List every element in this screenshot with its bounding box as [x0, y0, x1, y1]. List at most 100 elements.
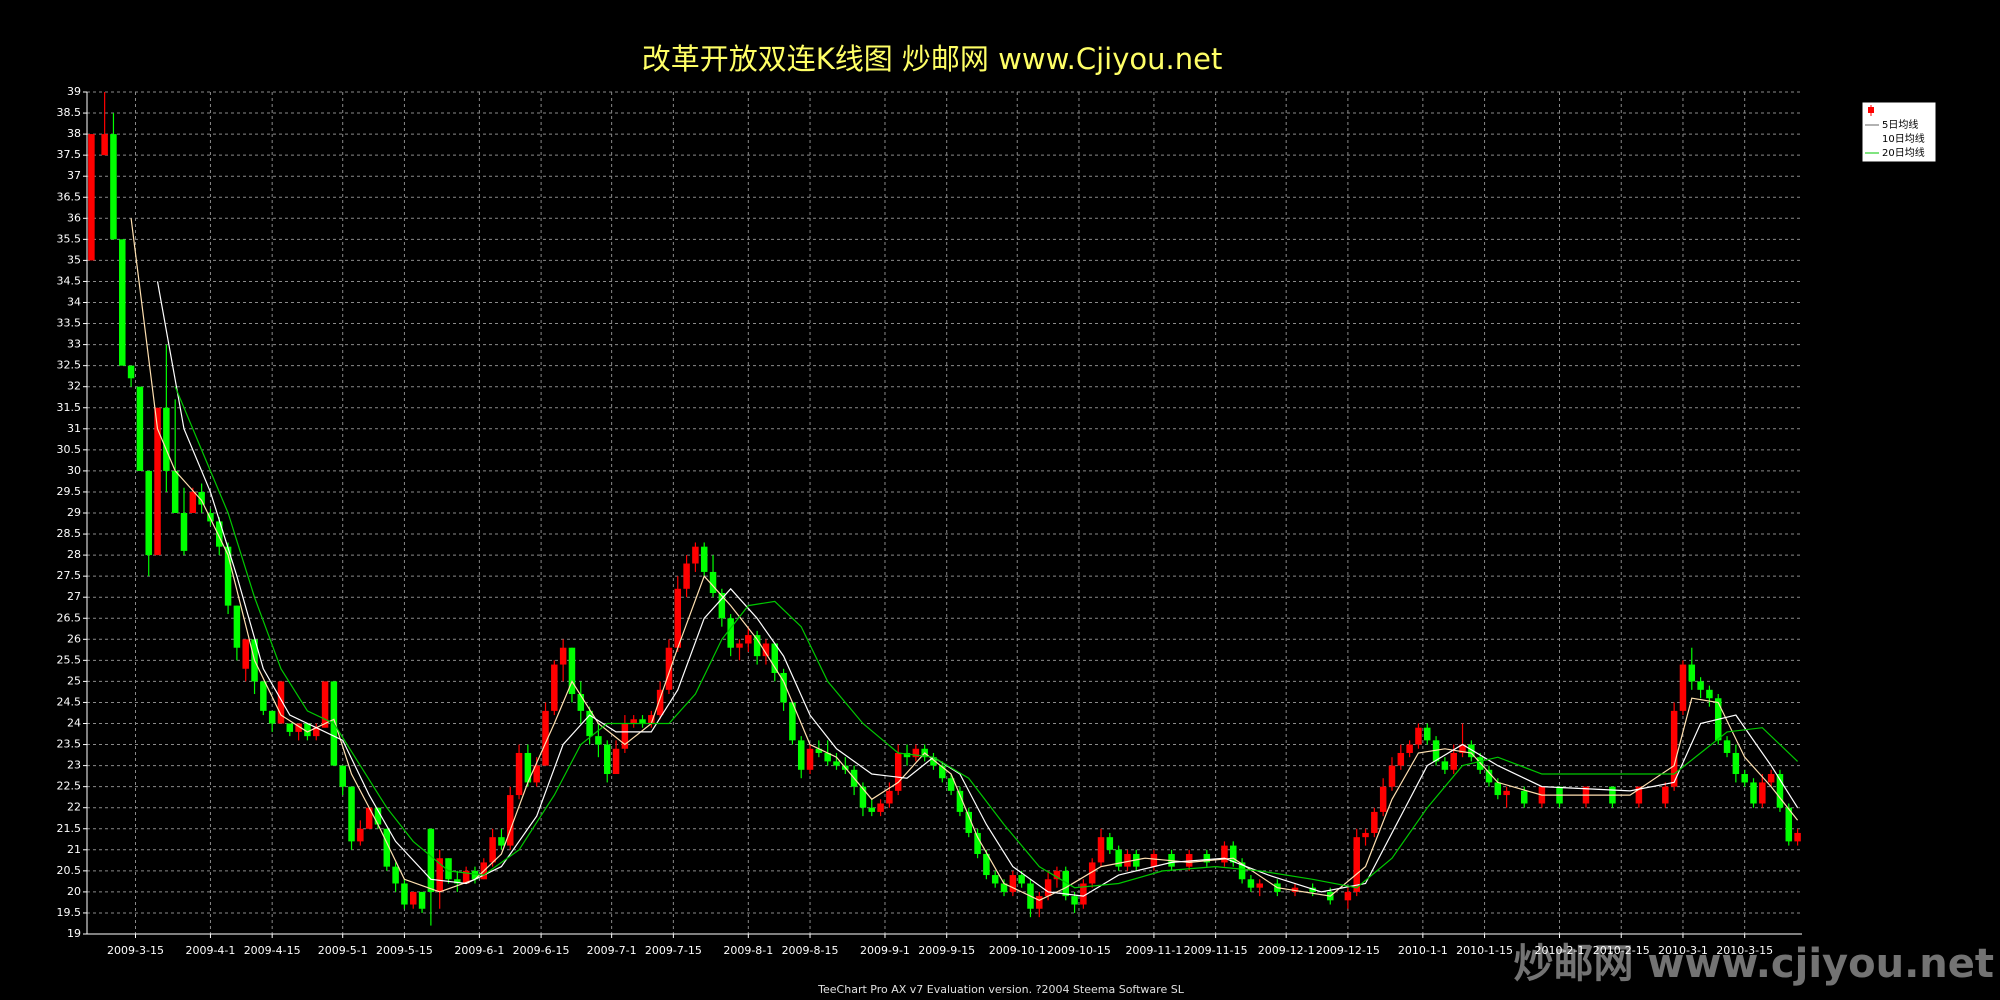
- candle-body: [498, 837, 505, 846]
- candle-body: [886, 790, 893, 804]
- x-tick-label: 2009-11-1: [1125, 944, 1182, 957]
- candle-body: [1053, 870, 1061, 880]
- candle-body: [110, 134, 117, 240]
- candle-body: [1309, 887, 1316, 892]
- candle-body: [339, 765, 346, 787]
- candle-body: [418, 891, 426, 909]
- candle-body: [304, 723, 311, 737]
- x-tick-label: 2009-6-15: [513, 944, 570, 957]
- candle-body: [965, 811, 972, 833]
- x-tick-label: 2009-9-1: [860, 944, 910, 957]
- candle-body: [833, 761, 840, 766]
- candle-body: [551, 664, 558, 711]
- x-tick-label: 2010-3-15: [1716, 944, 1773, 957]
- x-tick-label: 2009-7-1: [587, 944, 637, 957]
- candle-body: [1000, 883, 1008, 892]
- candle-body: [1009, 875, 1017, 892]
- candle-body: [145, 470, 152, 556]
- candle-body: [595, 736, 602, 745]
- y-tick-label: 27: [67, 590, 81, 603]
- candle-body: [1371, 811, 1378, 833]
- candle-body: [242, 639, 249, 669]
- x-tick-label: 2010-3-1: [1658, 944, 1708, 957]
- candle-body: [1097, 837, 1105, 863]
- candle-body: [1794, 832, 1801, 842]
- candle-body: [586, 710, 593, 737]
- x-tick-label: 2009-12-15: [1316, 944, 1380, 957]
- candle-body: [1688, 664, 1696, 682]
- x-tick-label: 2009-12-1: [1258, 944, 1315, 957]
- y-tick-label: 35: [67, 253, 81, 266]
- candle-body: [1503, 790, 1510, 796]
- candle-body: [1732, 752, 1740, 775]
- x-tick-label: 2009-9-15: [918, 944, 975, 957]
- candle-body: [1670, 710, 1678, 787]
- y-tick-label: 39: [67, 85, 81, 98]
- y-tick-label: 19.5: [57, 906, 82, 919]
- candle-body: [665, 647, 673, 690]
- candle-body: [709, 571, 717, 593]
- candle-body: [383, 828, 391, 867]
- candle-body: [260, 681, 267, 711]
- y-tick-label: 21: [67, 843, 81, 856]
- candle-body: [357, 828, 364, 842]
- candle-body: [559, 647, 567, 665]
- candle-body: [1767, 774, 1775, 783]
- candle-body: [736, 643, 743, 648]
- candle-body: [1256, 883, 1263, 888]
- candle-body: [163, 407, 170, 471]
- y-tick-label: 31: [67, 422, 81, 435]
- candle-body: [445, 858, 452, 880]
- y-tick-label: 38: [67, 127, 81, 140]
- candle-body: [1750, 782, 1757, 804]
- candle-body: [268, 710, 276, 724]
- y-tick-label: 28.5: [57, 527, 82, 540]
- candle-body: [912, 748, 920, 758]
- candle-body: [983, 854, 990, 876]
- footer: TeeChart Pro AX v7 Evaluation version. ?…: [817, 983, 1185, 996]
- candle-body: [991, 875, 999, 884]
- candle-body: [1071, 896, 1078, 905]
- y-tick-label: 36.5: [57, 190, 82, 203]
- y-tick-label: 33: [67, 338, 81, 351]
- candle-body: [1697, 681, 1704, 690]
- candle-body: [1424, 727, 1431, 741]
- y-tick-label: 25: [67, 674, 81, 687]
- candle-body: [313, 727, 320, 737]
- candle-body: [1706, 689, 1713, 699]
- x-tick-label: 2010-2-1: [1535, 944, 1585, 957]
- candle-body: [771, 643, 779, 673]
- candle-body: [1150, 854, 1158, 867]
- candle-body: [1080, 883, 1087, 905]
- y-tick-label: 27.5: [57, 569, 82, 582]
- candle-body: [1520, 790, 1528, 804]
- candle-body: [542, 710, 549, 766]
- candle-body: [436, 858, 443, 892]
- candle-body: [1406, 744, 1413, 753]
- candle-body: [1723, 740, 1731, 753]
- plot-area: 19 19.5 20 20.5 21 21.5 22 22.5 23 23.5 24 24.5 25 25…: [57, 85, 1802, 957]
- y-tick-label: 20: [67, 885, 81, 898]
- candle-body: [630, 719, 637, 724]
- candle-body: [88, 134, 95, 261]
- candle-body: [894, 752, 902, 791]
- y-tick-label: 33.5: [57, 317, 82, 330]
- candle-body: [506, 795, 514, 846]
- candle-body: [815, 748, 823, 753]
- ma-line: [130, 218, 1799, 901]
- candle-body: [207, 513, 214, 522]
- candle-body: [1441, 761, 1449, 770]
- candle-body: [1106, 837, 1114, 850]
- candle-body: [1230, 845, 1237, 863]
- candle-body: [524, 752, 532, 783]
- y-tick-label: 37.5: [57, 148, 82, 161]
- y-tick-label: 32.5: [57, 359, 82, 372]
- candle-body: [1203, 854, 1211, 863]
- candle-body: [683, 563, 690, 589]
- candle-body: [154, 407, 161, 556]
- x-tick-label: 2010-2-15: [1593, 944, 1650, 957]
- x-tick-label: 2009-5-15: [376, 944, 433, 957]
- candle-body: [868, 807, 876, 812]
- candle-body: [1679, 664, 1687, 711]
- candle-body: [621, 723, 629, 749]
